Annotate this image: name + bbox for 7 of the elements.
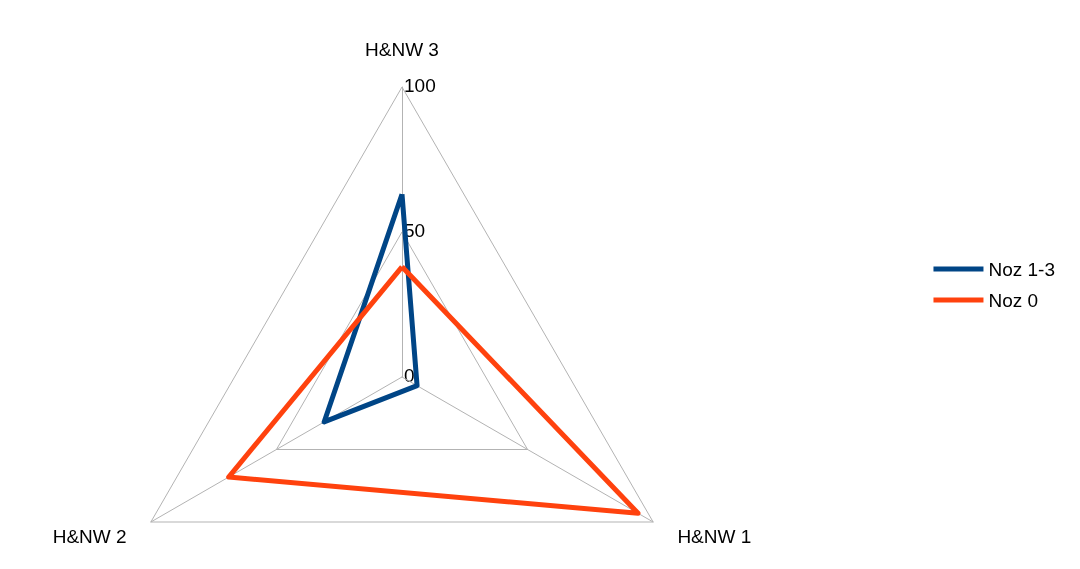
- y-tick-label: 0: [404, 365, 415, 386]
- spoke-label: H&NW 1: [677, 525, 752, 547]
- spoke-label: H&NW 2: [52, 525, 127, 547]
- spoke-label: H&NW 3: [365, 39, 439, 60]
- y-tick-label: 100: [404, 75, 436, 96]
- legend-label: Noz 1-3: [988, 258, 1055, 280]
- legend-label: Noz 0: [988, 289, 1039, 311]
